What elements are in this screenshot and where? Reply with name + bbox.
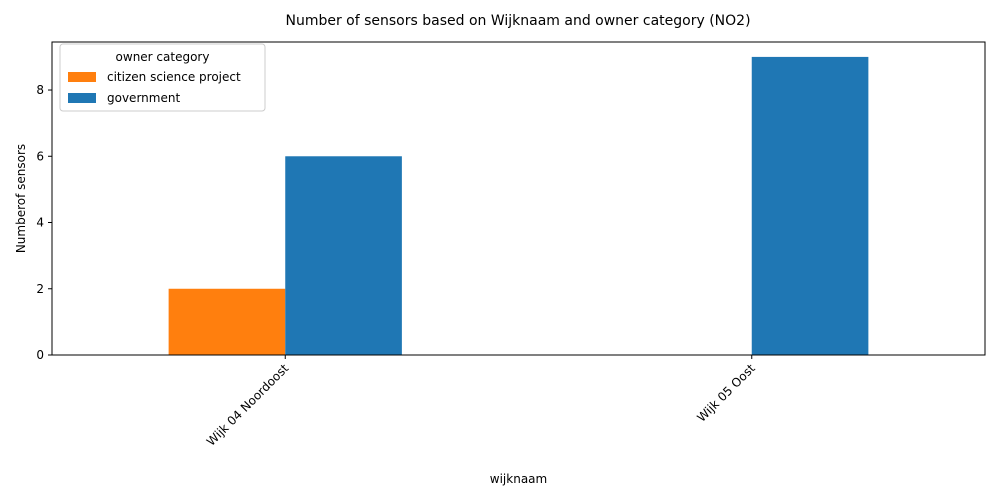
x-axis-label: wijknaam xyxy=(490,472,547,486)
y-tick-label: 0 xyxy=(36,348,44,362)
legend-title: owner category xyxy=(116,50,210,64)
y-tick-label: 4 xyxy=(36,216,44,230)
x-axis: Wijk 04 Noordoost Wijk 05 Oost xyxy=(204,355,758,449)
y-axis-label: Numberof sensors xyxy=(14,144,28,253)
x-tick-label: Wijk 04 Noordoost xyxy=(204,361,292,449)
y-tick-label: 8 xyxy=(36,83,44,97)
bar-government-0 xyxy=(285,156,402,355)
legend-swatch xyxy=(68,72,96,82)
y-tick-label: 6 xyxy=(36,149,44,163)
legend-label: citizen science project xyxy=(107,70,241,84)
y-axis: 0 2 4 6 8 xyxy=(36,83,52,362)
x-tick-label: Wijk 05 Oost xyxy=(694,361,758,425)
legend: owner category citizen science project go… xyxy=(59,43,266,112)
y-tick-label: 2 xyxy=(36,282,44,296)
bar-government-1 xyxy=(751,56,869,356)
bar-citizen-science-project-0 xyxy=(168,288,286,355)
legend-box xyxy=(59,43,266,112)
chart-title: Number of sensors based on Wijknaam and … xyxy=(285,13,750,29)
legend-label: government xyxy=(107,91,180,105)
plot-frame xyxy=(51,41,986,356)
bars-group xyxy=(168,56,869,356)
legend-swatch xyxy=(68,93,96,103)
